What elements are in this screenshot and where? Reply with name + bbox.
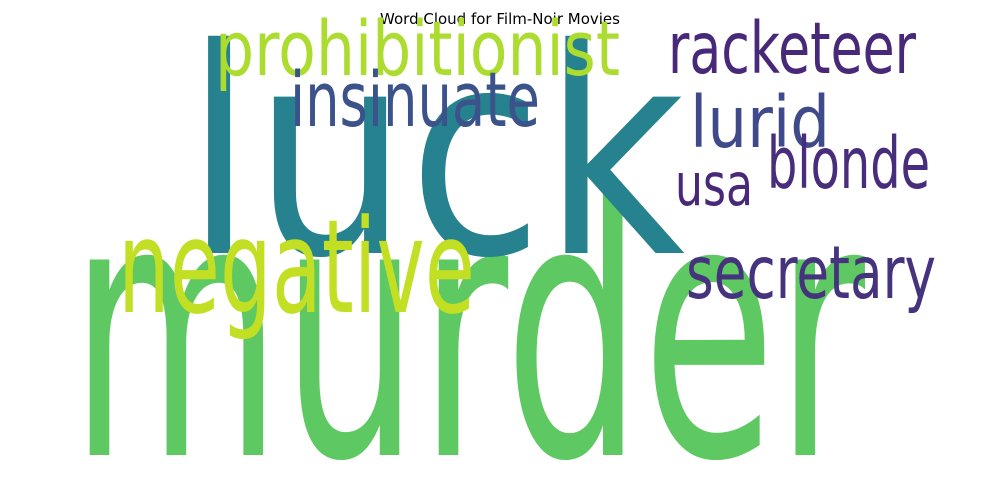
word-secretary: secretary [686, 231, 936, 316]
word-negative: negative [118, 191, 475, 343]
word-luck: luck [185, 0, 685, 321]
word-insinuate: insinuate [290, 56, 540, 144]
word-racketeer: racketeer [668, 7, 916, 90]
word-usa: usa [675, 151, 753, 219]
chart-title: Word Cloud for Film-Noir Movies [380, 10, 620, 28]
word-blonde: blonde [767, 122, 930, 205]
word-prohibitionist: prohibitionist [215, 5, 620, 93]
word-murder: murder [70, 124, 867, 500]
word-lurid: lurid [690, 81, 830, 164]
